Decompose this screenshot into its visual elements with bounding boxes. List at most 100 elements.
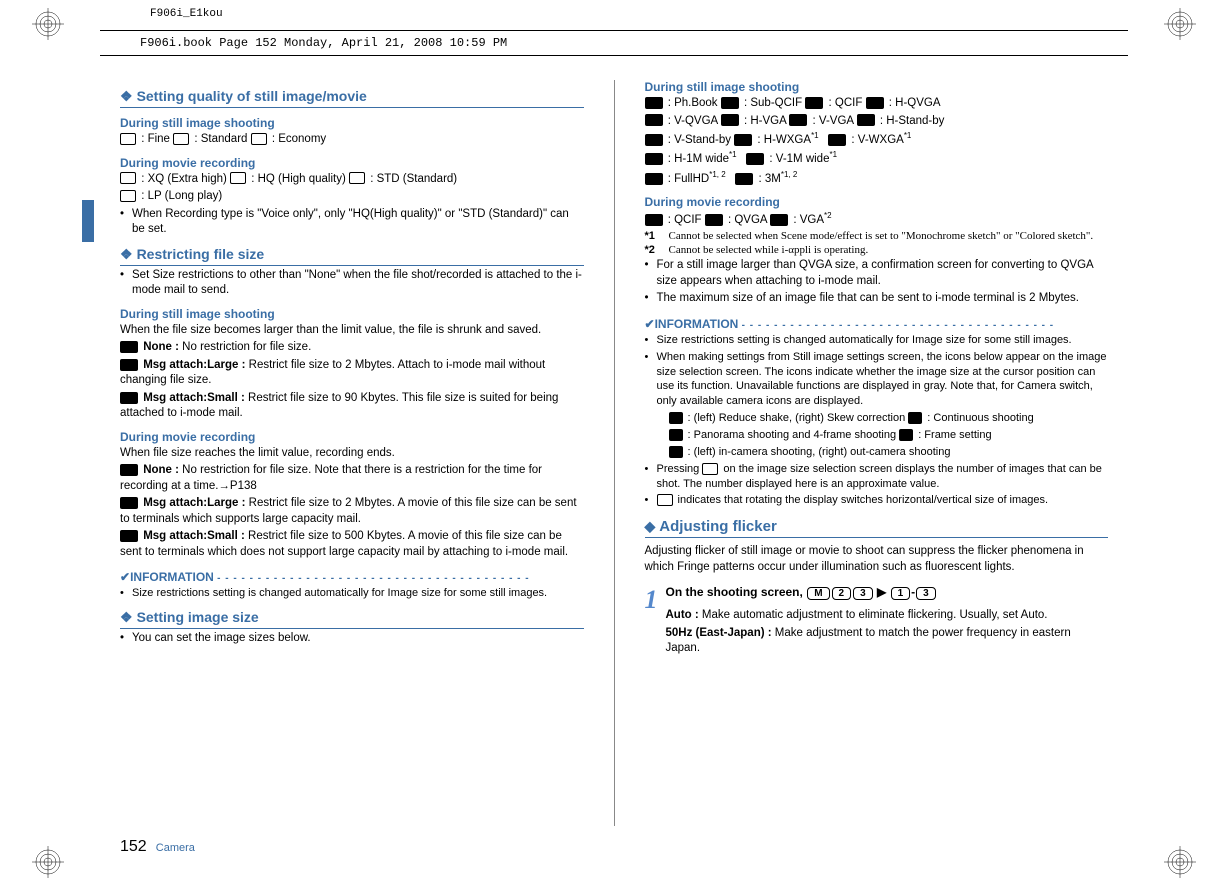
- small-icon: [120, 392, 138, 404]
- hqvga-label: : H-QVGA: [886, 97, 941, 109]
- doc-code: F906i_E1kou: [150, 8, 223, 20]
- hwxga-label: : H-WXGA: [754, 134, 811, 146]
- info-i2b-text: : Frame setting: [915, 429, 991, 441]
- key-3: 3: [853, 587, 873, 600]
- info-i3-text: : (left) in-camera shooting, (right) out…: [685, 446, 951, 458]
- sizes-row-6: : QCIF : QVGA : VGA*2: [645, 211, 1109, 228]
- key-2: 2: [832, 587, 852, 600]
- large-label: Msg attach:Large :: [143, 359, 245, 371]
- info-i1b-text: : Continuous shooting: [924, 412, 1033, 424]
- none2-icon: [120, 464, 138, 476]
- footnote-2: *2Cannot be selected while i-αppli is op…: [645, 244, 1109, 256]
- step-1-number: 1: [645, 585, 658, 615]
- right-column: During still image shooting : Ph.Book : …: [645, 80, 1109, 826]
- vqvga-icon: [645, 114, 663, 126]
- me-key-icon: [702, 463, 718, 475]
- sec-size-title: ❖Setting image size: [120, 609, 584, 629]
- print-mark-bl: [32, 846, 64, 878]
- size-note-1: •For a still image larger than QVGA size…: [645, 258, 1109, 289]
- vvga-label: : V-VGA: [809, 115, 856, 127]
- small-label: Msg attach:Small :: [143, 392, 245, 404]
- qvga-icon: [705, 214, 723, 226]
- flicker-desc: Adjusting flicker of still image or movi…: [645, 544, 1109, 575]
- 3m-label: : 3M: [755, 173, 781, 185]
- none-icon: [120, 341, 138, 353]
- vvga-icon: [789, 114, 807, 126]
- sec-quality-text: Setting quality of still image/movie: [137, 88, 367, 104]
- quality-note-text: When Recording type is "Voice only", onl…: [132, 207, 584, 238]
- info-b4-text: indicates that rotating the display swit…: [675, 494, 1049, 506]
- sizes-row-1: : Ph.Book : Sub-QCIF : QCIF : H-QVGA: [645, 96, 1109, 112]
- qcif-label: : QCIF: [825, 97, 865, 109]
- restrict-movie-desc: When file size reaches the limit value, …: [120, 446, 584, 462]
- info-head-right: ✔INFORMATION - - - - - - - - - - - - - -…: [645, 317, 1109, 331]
- restrict-intro-text: Set Size restrictions to other than "Non…: [132, 268, 584, 299]
- sec-size-text: Setting image size: [137, 609, 259, 625]
- info-title-left: INFORMATION: [130, 570, 214, 584]
- restrict-intro: •Set Size restrictions to other than "No…: [120, 268, 584, 299]
- sec-restrict-title: ❖Restricting file size: [120, 246, 584, 266]
- info-bullet-left: •Size restrictions setting is changed au…: [120, 586, 584, 601]
- key-3b: 3: [916, 587, 936, 600]
- reduce-shake-icon: [669, 412, 683, 424]
- frame-icon: [899, 429, 913, 441]
- print-header-text: F906i.book Page 152 Monday, April 21, 20…: [140, 36, 507, 50]
- print-mark-br: [1164, 846, 1196, 878]
- sizes-row-2: : V-QVGA : H-VGA : V-VGA : H-Stand-by: [645, 114, 1109, 130]
- quality-movie-line2: : LP (Long play): [120, 189, 584, 205]
- qcif2-icon: [645, 214, 663, 226]
- qcif2-label: : QCIF: [665, 214, 705, 226]
- print-header: F906i.book Page 152 Monday, April 21, 20…: [100, 30, 1128, 56]
- info-title-right: INFORMATION: [655, 317, 739, 331]
- panorama-icon: [669, 429, 683, 441]
- quality-still-line: : Fine : Standard : Economy: [120, 132, 584, 148]
- vstandby-icon: [645, 134, 663, 146]
- info-b3b: on the image size selection screen displ…: [657, 463, 1102, 490]
- 50hz-label: 50Hz (East-Japan) :: [666, 627, 772, 639]
- key-1b: 1: [891, 587, 911, 600]
- info-r-b1-text: Size restrictions setting is changed aut…: [657, 333, 1072, 348]
- subqcif-icon: [721, 97, 739, 109]
- sizes-row-5: : FullHD*1, 2 : 3M*1, 2: [645, 170, 1109, 187]
- hstandby-label: : H-Stand-by: [877, 115, 945, 127]
- none-text: No restriction for file size.: [179, 341, 311, 353]
- hqvga-icon: [866, 97, 884, 109]
- info-bullet-left-text: Size restrictions setting is changed aut…: [132, 586, 547, 601]
- size-intro-text: You can set the image sizes below.: [132, 631, 311, 647]
- sizes-row-4: : H-1M wide*1 : V-1M wide*1: [645, 150, 1109, 167]
- info-icons-3: : (left) in-camera shooting, (right) out…: [645, 445, 1109, 460]
- info-icons-2: : Panorama shooting and 4-frame shooting…: [645, 428, 1109, 443]
- restrict-none: None : No restriction for file size.: [120, 340, 584, 356]
- sec-quality-title: ❖Setting quality of still image/movie: [120, 88, 584, 108]
- qvga-label: : QVGA: [725, 214, 770, 226]
- page-number: 152: [120, 838, 147, 855]
- page-footer: 152 Camera: [120, 838, 195, 856]
- hwxga-icon: [734, 134, 752, 146]
- vwxga-icon: [828, 134, 846, 146]
- info-r-b2: •When making settings from Still image s…: [645, 350, 1109, 409]
- sub-movie-rec: During movie recording: [120, 156, 584, 170]
- size-intro: •You can set the image sizes below.: [120, 631, 584, 647]
- quality-movie-line1: : XQ (Extra high) : HQ (High quality) : …: [120, 172, 584, 188]
- vwxga-label: : V-WXGA: [848, 134, 904, 146]
- sub-still-shooting-2: During still image shooting: [120, 307, 584, 321]
- small2-icon: [120, 530, 138, 542]
- none-label: None :: [143, 341, 179, 353]
- column-divider: [614, 80, 615, 826]
- step-label: On the shooting screen,: [666, 585, 807, 599]
- size-note-1-text: For a still image larger than QVGA size,…: [657, 258, 1109, 289]
- print-mark-tr: [1164, 8, 1196, 40]
- sec-flicker-title: ◆Adjusting flicker: [645, 518, 1109, 535]
- small2-label: Msg attach:Small :: [143, 530, 245, 542]
- 50hz-line: 50Hz (East-Japan) : Make adjustment to m…: [666, 626, 1109, 657]
- standard-icon: [173, 133, 189, 145]
- restrict-small: Msg attach:Small : Restrict file size to…: [120, 391, 584, 422]
- fine-label: : Fine: [138, 133, 173, 145]
- menu-key: M: [807, 587, 829, 600]
- xq-icon: [120, 172, 136, 184]
- std-label: : STD (Standard): [367, 173, 457, 185]
- large2-label: Msg attach:Large :: [143, 497, 245, 509]
- step-1-instruction: On the shooting screen, M23 ▶ 1-3: [666, 585, 1109, 600]
- economy-label: : Economy: [269, 133, 327, 145]
- page-section: Camera: [156, 842, 195, 854]
